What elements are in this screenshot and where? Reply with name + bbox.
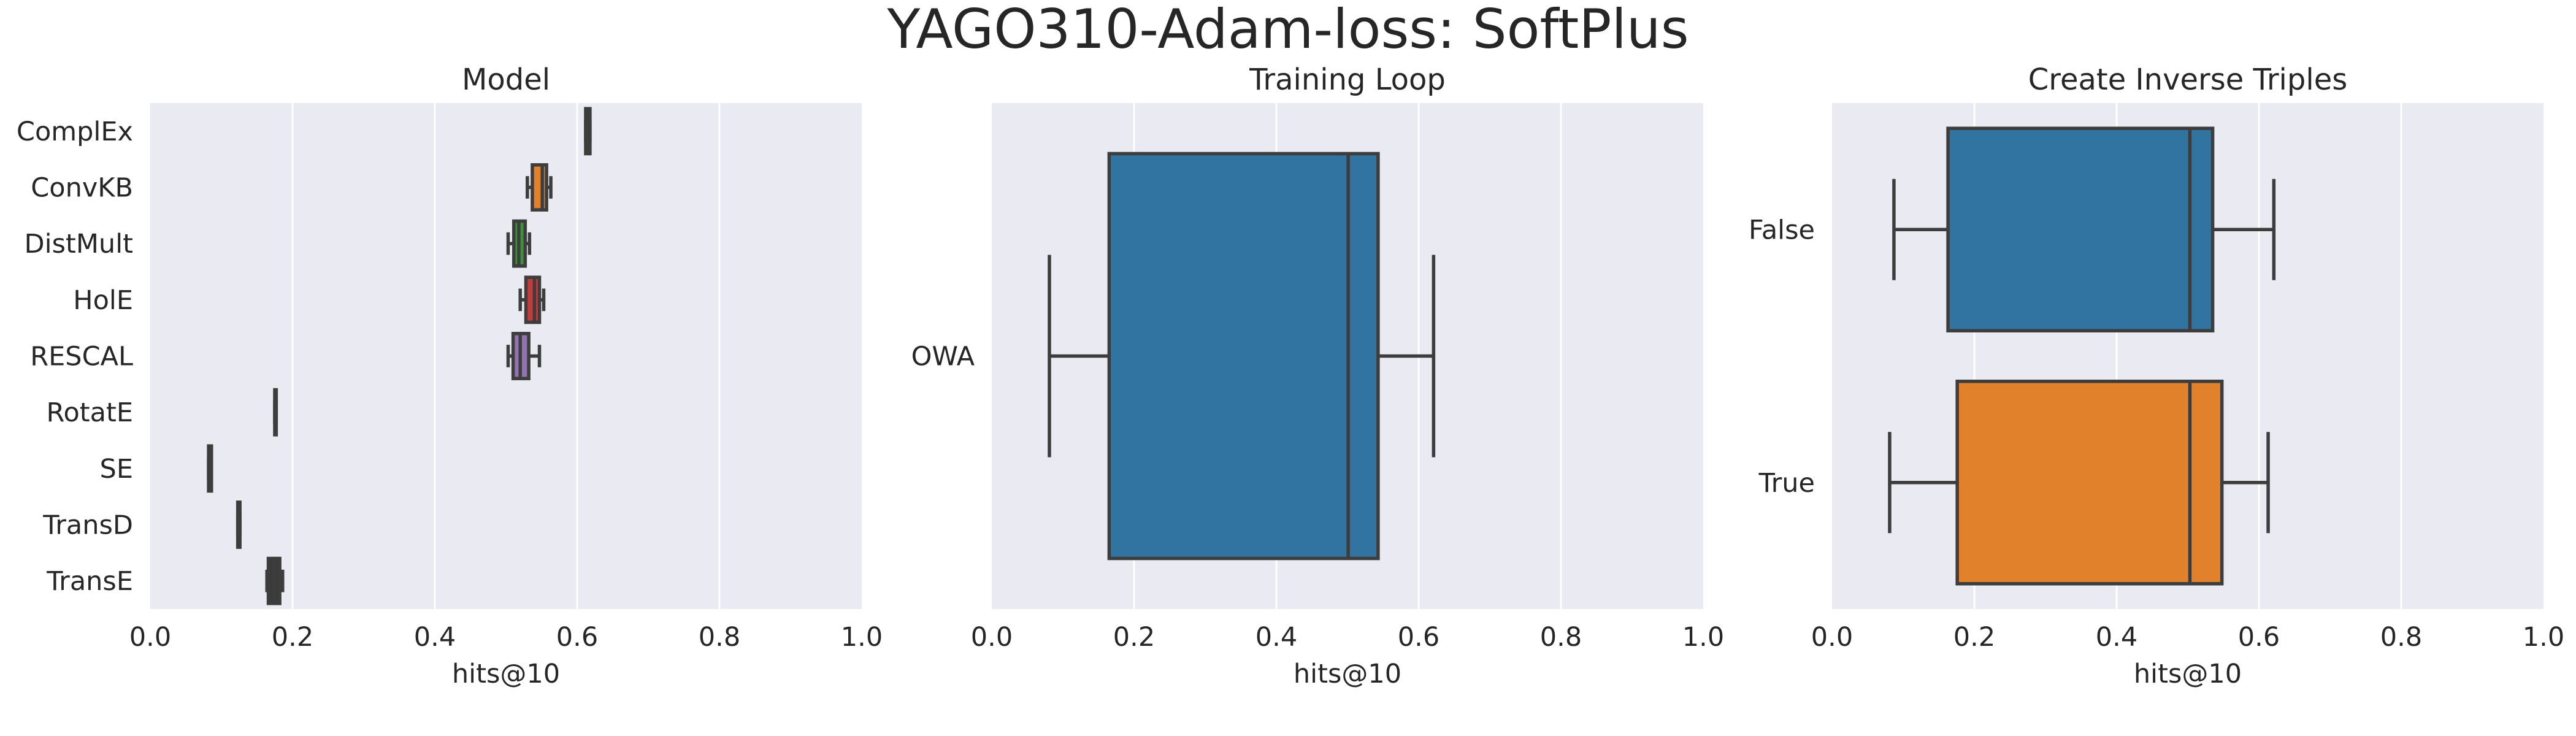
panel-title: Model [462, 63, 550, 97]
box-true [1888, 380, 2270, 586]
x-tick-label: 0.8 [699, 622, 740, 653]
box-rotate [273, 388, 278, 437]
box-body [531, 163, 548, 212]
box-rescal [506, 332, 542, 380]
x-axis-label: hits@10 [2134, 659, 2242, 689]
x-axis-label: hits@10 [1294, 659, 1401, 689]
box-owa [1048, 151, 1436, 561]
x-tick-label: 1.0 [1682, 622, 1724, 653]
x-axis-label: hits@10 [452, 659, 560, 689]
x-tick-label: 0.8 [2380, 622, 2422, 653]
x-tick-label: 1.0 [2523, 622, 2564, 653]
x-tick-label: 0.8 [1540, 622, 1582, 653]
x-tick-label: 0.4 [414, 622, 456, 653]
y-tick-label: TransD [42, 510, 133, 541]
y-tick-label: SE [100, 454, 133, 485]
x-tick-label: 0.6 [2238, 622, 2280, 653]
x-tick-label: 0.2 [1113, 622, 1155, 653]
plot-area [150, 103, 862, 609]
panels: 0.0 0.2 0.4 0.6 0.8 1.0 Model hits@10 ComplEx Con… [17, 63, 2564, 689]
box-transd [236, 500, 242, 549]
y-tick-label: TransE [46, 566, 133, 597]
box-false [1892, 126, 2276, 332]
x-tick-label: 0.0 [129, 622, 171, 653]
y-tick-label: RotatE [47, 397, 134, 428]
panel-title: Training Loop [1249, 63, 1446, 97]
x-tick-label: 0.4 [2096, 622, 2137, 653]
x-tick-label: 0.4 [1255, 622, 1297, 653]
y-tick-label: OWA [911, 342, 975, 372]
x-tick-label: 0.2 [1953, 622, 1995, 653]
y-tick-label: HolE [73, 285, 133, 316]
box-se [207, 444, 213, 493]
panel-title: Create Inverse Triples [2028, 63, 2347, 97]
box-distmult [506, 219, 532, 268]
y-tick-label: True [1758, 468, 1815, 499]
box-complex [584, 107, 592, 156]
box-convkb [526, 163, 553, 212]
x-tick-label: 0.6 [1398, 622, 1439, 653]
box-transe [265, 556, 285, 605]
box-body [1107, 151, 1380, 561]
x-tick-label: 1.0 [841, 622, 883, 653]
panel-1: 0.0 0.2 0.4 0.6 0.8 1.0 Model hits@10 ComplEx Con… [17, 63, 883, 689]
panel-2: 0.0 0.2 0.4 0.6 0.8 1.0 Training Loop hits@10 OW… [911, 63, 1725, 689]
x-tick-label: 0.0 [1811, 622, 1853, 653]
box-body [1955, 380, 2224, 586]
y-tick-label: RESCAL [30, 342, 133, 372]
box-body [524, 275, 542, 324]
y-tick-label: DistMult [25, 229, 133, 259]
x-tick-label: 0.6 [556, 622, 598, 653]
x-tick-label: 0.2 [272, 622, 313, 653]
y-tick-label: ComplEx [17, 117, 133, 147]
box-body [1946, 126, 2215, 332]
x-tick-label: 0.0 [971, 622, 1013, 653]
y-tick-label: ConvKB [31, 173, 133, 204]
panel-3: 0.0 0.2 0.4 0.6 0.8 1.0 Create Inverse Triples… [1749, 63, 2564, 689]
box-hole [518, 275, 546, 324]
figure-title: YAGO310-Adam-loss: SoftPlus [886, 0, 1689, 61]
y-tick-label: False [1749, 215, 1815, 245]
